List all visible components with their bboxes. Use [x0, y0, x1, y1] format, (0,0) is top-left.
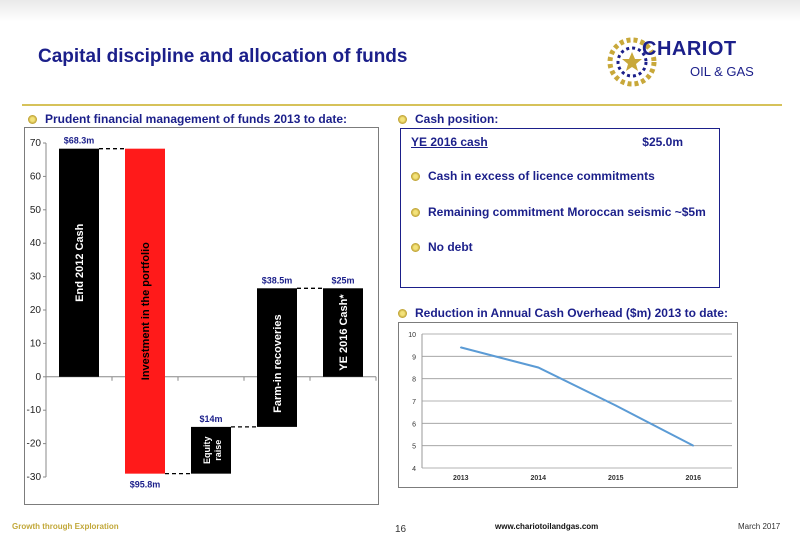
y-tick-label: 30 — [30, 272, 42, 283]
sun-bullet-icon — [411, 208, 420, 217]
y-tick-label: 8 — [412, 377, 416, 384]
waterfall-bar — [323, 288, 363, 377]
logo-name: CHARIOT — [642, 38, 737, 60]
data-point — [614, 404, 617, 407]
bar-category-label: End 2012 Cash — [74, 223, 86, 302]
cash-bullet-2: Remaining commitment Moroccan seismic ~$… — [411, 205, 706, 219]
y-tick-label: 10 — [30, 338, 42, 349]
cash-bullet-text: Cash in excess of licence commitments — [428, 169, 655, 183]
overhead-line-chart: 4 5 6 7 8 9 10 2013 2014 2015 2016 — [398, 322, 738, 488]
bar-value-label: $68.3m — [64, 136, 95, 146]
cash-bullet-text: Remaining commitment Moroccan seismic ~$… — [428, 205, 706, 219]
bar-category-label: YE 2016 Cash* — [338, 294, 350, 371]
y-tick-label: 4 — [412, 466, 416, 473]
y-tick-label: -20 — [27, 439, 42, 450]
bar-value-label: $14m — [199, 414, 222, 424]
waterfall-bar — [59, 148, 99, 377]
overhead-heading-text: Reduction in Annual Cash Overhead ($m) 2… — [415, 306, 728, 320]
sun-bullet-icon — [28, 115, 37, 124]
x-tick-label: 2014 — [530, 475, 546, 482]
y-tick-label: -10 — [27, 405, 42, 416]
cash-bullet-1: Cash in excess of licence commitments — [411, 169, 655, 183]
ye-cash-value: $25.0m — [642, 135, 683, 149]
bar-value-label: $25m — [331, 275, 354, 285]
data-point — [692, 444, 695, 447]
cash-heading: Cash position: — [398, 112, 498, 126]
y-tick-label: 0 — [35, 372, 41, 383]
cash-bullet-text: No debt — [428, 240, 473, 254]
bar-category-label: Farm-in recoveries — [272, 314, 284, 412]
slide-title: Capital discipline and allocation of fun… — [38, 46, 408, 67]
bar-value-label: $95.8m — [130, 480, 161, 490]
y-tick-label: 40 — [30, 238, 42, 249]
waterfall-bar — [125, 148, 165, 474]
y-tick-label: 6 — [412, 421, 416, 428]
logo-sub: OIL & GAS — [690, 64, 754, 79]
waterfall-heading-text: Prudent financial management of funds 20… — [45, 112, 348, 126]
y-tick-label: 5 — [412, 444, 416, 451]
cash-position-box: YE 2016 cash $25.0m Cash in excess of li… — [400, 128, 720, 288]
header-rule — [22, 104, 782, 106]
data-point — [459, 346, 462, 349]
sun-bullet-icon — [398, 309, 407, 318]
y-tick-label: 60 — [30, 171, 42, 182]
x-tick-label: 2013 — [453, 475, 469, 482]
top-band — [0, 0, 800, 22]
y-tick-label: -30 — [27, 472, 42, 483]
y-tick-label: 9 — [412, 354, 416, 361]
chariot-logo-icon — [607, 37, 657, 87]
overhead-heading: Reduction in Annual Cash Overhead ($m) 2… — [398, 306, 728, 320]
sun-bullet-icon — [411, 243, 420, 252]
footer-url[interactable]: www.chariotoilandgas.com — [495, 522, 599, 531]
waterfall-bar — [257, 288, 297, 427]
cash-heading-text: Cash position: — [415, 112, 499, 126]
chart-frame — [398, 322, 738, 488]
ye-cash-row: YE 2016 cash $25.0m — [411, 135, 701, 149]
bar-category-label: Equityraise — [202, 437, 223, 465]
y-tick-label: 7 — [412, 399, 416, 406]
bar-category-label: Investment in the portfolio — [140, 242, 152, 380]
footer-date: March 2017 — [738, 522, 781, 531]
y-tick-label: 50 — [30, 205, 42, 216]
cash-bullet-3: No debt — [411, 240, 473, 254]
ye-cash-label: YE 2016 cash — [411, 135, 488, 149]
overhead-series-line — [460, 346, 694, 447]
page-number: 16 — [395, 524, 407, 535]
bar-value-label: $38.5m — [262, 275, 293, 285]
footer-tagline: Growth through Exploration — [12, 522, 119, 531]
sun-bullet-icon — [398, 115, 407, 124]
waterfall-chart: -30 -20 -10 0 10 20 30 40 50 60 70 $68.3m End 2012 C… — [24, 127, 379, 505]
y-tick-label: 10 — [408, 332, 416, 339]
waterfall-heading: Prudent financial management of funds 20… — [28, 112, 347, 126]
waterfall-bar — [191, 426, 231, 474]
data-point — [537, 366, 540, 369]
y-tick-label: 70 — [30, 138, 42, 149]
x-tick-label: 2015 — [608, 475, 624, 482]
x-tick-label: 2016 — [685, 475, 701, 482]
sun-bullet-icon — [411, 172, 420, 181]
y-tick-label: 20 — [30, 305, 42, 316]
